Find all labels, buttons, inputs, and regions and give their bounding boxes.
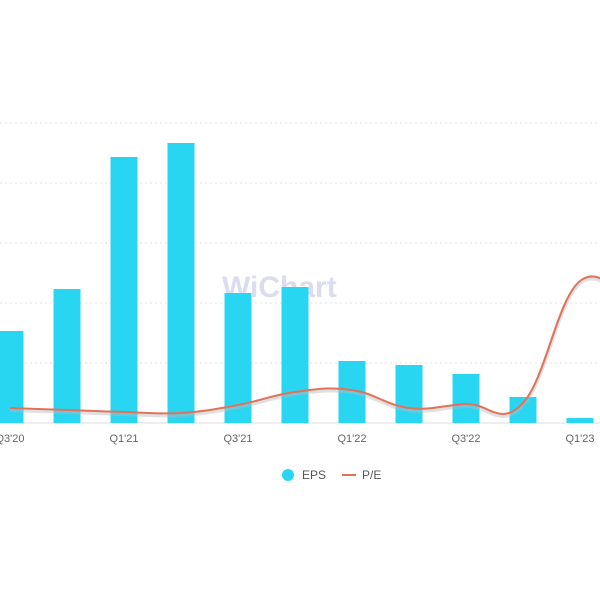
- legend-pe-label[interactable]: P/E: [362, 468, 381, 482]
- eps-bar: [224, 293, 252, 423]
- x-axis-ticks: Q3'20 Q1'21 Q3'21 Q1'22 Q3'22 Q1'23: [0, 433, 595, 445]
- eps-bar: [566, 418, 594, 423]
- x-tick-label: Q1'22: [337, 433, 366, 445]
- pe-line-layer: [9, 275, 600, 418]
- eps-bar: [110, 157, 138, 423]
- legend: EPS P/E: [282, 468, 381, 482]
- eps-bar: [395, 365, 423, 423]
- eps-bars: [0, 143, 594, 423]
- eps-bar: [281, 287, 309, 423]
- x-tick-label: Q1'21: [109, 433, 138, 445]
- eps-bar: [167, 143, 195, 423]
- x-tick-label: Q3'20: [0, 433, 25, 445]
- eps-bar: [0, 331, 24, 423]
- pe-line: [9, 275, 600, 415]
- x-tick-label: Q3'22: [451, 433, 480, 445]
- x-tick-label: Q3'21: [223, 433, 252, 445]
- x-tick-label: Q1'23: [565, 433, 594, 445]
- legend-eps-marker: [282, 469, 294, 481]
- legend-eps-label[interactable]: EPS: [302, 468, 326, 482]
- eps-bar: [452, 374, 480, 423]
- eps-bar: [53, 289, 81, 423]
